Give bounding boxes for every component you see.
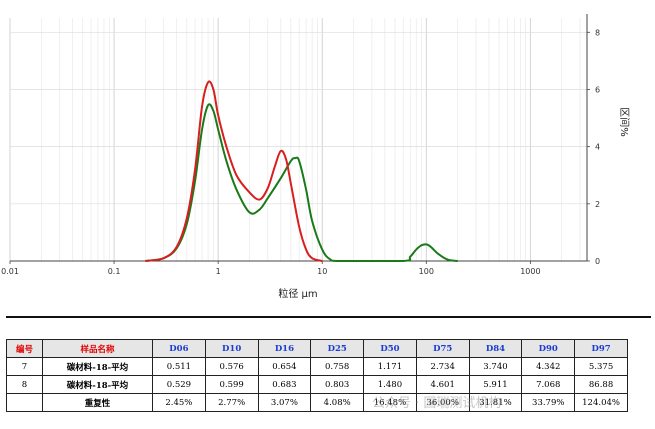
- header-cell: D97: [574, 339, 628, 358]
- table-cell: 5.375: [574, 357, 628, 376]
- table-cell: 0.758: [310, 357, 365, 376]
- table-header-row: 编号 样品名称 D06 D10 D16 D25 D50 D75 D84 D90 …: [6, 339, 628, 358]
- header-cell: D50: [363, 339, 417, 358]
- x-tick-label: 0.1: [108, 267, 121, 276]
- table-cell: 1.171: [363, 357, 417, 376]
- table-cell: 3.07%: [257, 393, 312, 412]
- table-cell: 33.79%: [521, 393, 576, 412]
- y-tick-label: 0: [595, 257, 600, 266]
- y-tick-label: 4: [595, 143, 600, 152]
- table-cell: 2.45%: [152, 393, 206, 412]
- table-row: 7 碳材料-18-平均 0.511 0.576 0.654 0.758 1.17…: [6, 357, 628, 376]
- particle-size-chart: 0.01 0.1 1 10 100 1000 0 2 4 6 8 粒径 µm 区间%: [1, 14, 631, 300]
- table-cell: 0.576: [204, 357, 259, 376]
- table-cell: 1.480: [363, 375, 417, 394]
- table-cell: 5.911: [468, 375, 523, 394]
- chart-svg: 0.01 0.1 1 10 100 1000 0 2 4 6 8 粒径 µm 区间%: [1, 14, 631, 300]
- y-axis-title: 区间%: [618, 107, 631, 137]
- header-cell: D06: [152, 339, 206, 358]
- table-cell: 碳材料-18-平均: [42, 375, 153, 394]
- x-tick-label: 1000: [520, 267, 540, 276]
- table-cell: 3.740: [468, 357, 523, 376]
- table-cell: 4.08%: [310, 393, 365, 412]
- table-row: 8 碳材料-18-平均 0.529 0.599 0.683 0.803 1.48…: [6, 375, 628, 394]
- watermark: 公众号 · 国瑞测试机构: [372, 396, 502, 411]
- table-cell: [6, 393, 43, 412]
- table-cell: 0.683: [257, 375, 312, 394]
- table-cell: 124.04%: [574, 393, 628, 412]
- table-cell: 0.529: [152, 375, 206, 394]
- table-cell: 0.654: [257, 357, 312, 376]
- header-cell: D75: [415, 339, 470, 358]
- x-tick-label: 10: [317, 267, 327, 276]
- series-line: [145, 103, 458, 262]
- header-cell: D84: [468, 339, 523, 358]
- axes: [9, 14, 590, 264]
- header-cell: D10: [204, 339, 259, 358]
- header-cell: D25: [310, 339, 365, 358]
- table-row-repeatability: 重复性 2.45% 2.77% 3.07% 4.08% 16.48% 36.00…: [6, 393, 628, 412]
- header-cell: 样品名称: [42, 339, 153, 358]
- x-tick-label: 100: [419, 267, 434, 276]
- y-tick-label: 8: [595, 28, 600, 37]
- header-cell: D16: [257, 339, 312, 358]
- series-line: [145, 80, 323, 262]
- table-cell: 36.00%: [415, 393, 470, 412]
- table-cell: 2.77%: [204, 393, 259, 412]
- table-cell: 重复性: [42, 393, 153, 412]
- results-table-wrap: 编号 样品名称 D06 D10 D16 D25 D50 D75 D84 D90 …: [6, 339, 628, 412]
- tick-labels: 0.01 0.1 1 10 100 1000 0 2 4 6 8: [1, 28, 600, 276]
- table-cell: 2.734: [415, 357, 470, 376]
- grid: [9, 18, 587, 262]
- table-cell: 碳材料-18-平均: [42, 357, 153, 376]
- table-cell: 7.068: [521, 375, 576, 394]
- y-tick-label: 6: [595, 85, 600, 94]
- table-cell: 0.511: [152, 357, 206, 376]
- separator-line: [6, 316, 651, 318]
- y-tick-label: 2: [595, 200, 600, 209]
- x-tick-label: 1: [216, 267, 221, 276]
- series-layer: [145, 80, 458, 262]
- table-cell: 0.599: [204, 375, 259, 394]
- table-cell: 0.803: [310, 375, 365, 394]
- table-cell: 8: [6, 375, 43, 394]
- table-cell: 4.601: [415, 375, 470, 394]
- results-table: 编号 样品名称 D06 D10 D16 D25 D50 D75 D84 D90 …: [6, 339, 628, 412]
- table-cell: 4.342: [521, 357, 576, 376]
- x-tick-label: 0.01: [1, 267, 19, 276]
- header-cell: 编号: [6, 339, 43, 358]
- header-cell: D90: [521, 339, 576, 358]
- x-axis-title: 粒径 µm: [278, 287, 317, 300]
- table-cell: 86.88: [574, 375, 628, 394]
- table-cell: 7: [6, 357, 43, 376]
